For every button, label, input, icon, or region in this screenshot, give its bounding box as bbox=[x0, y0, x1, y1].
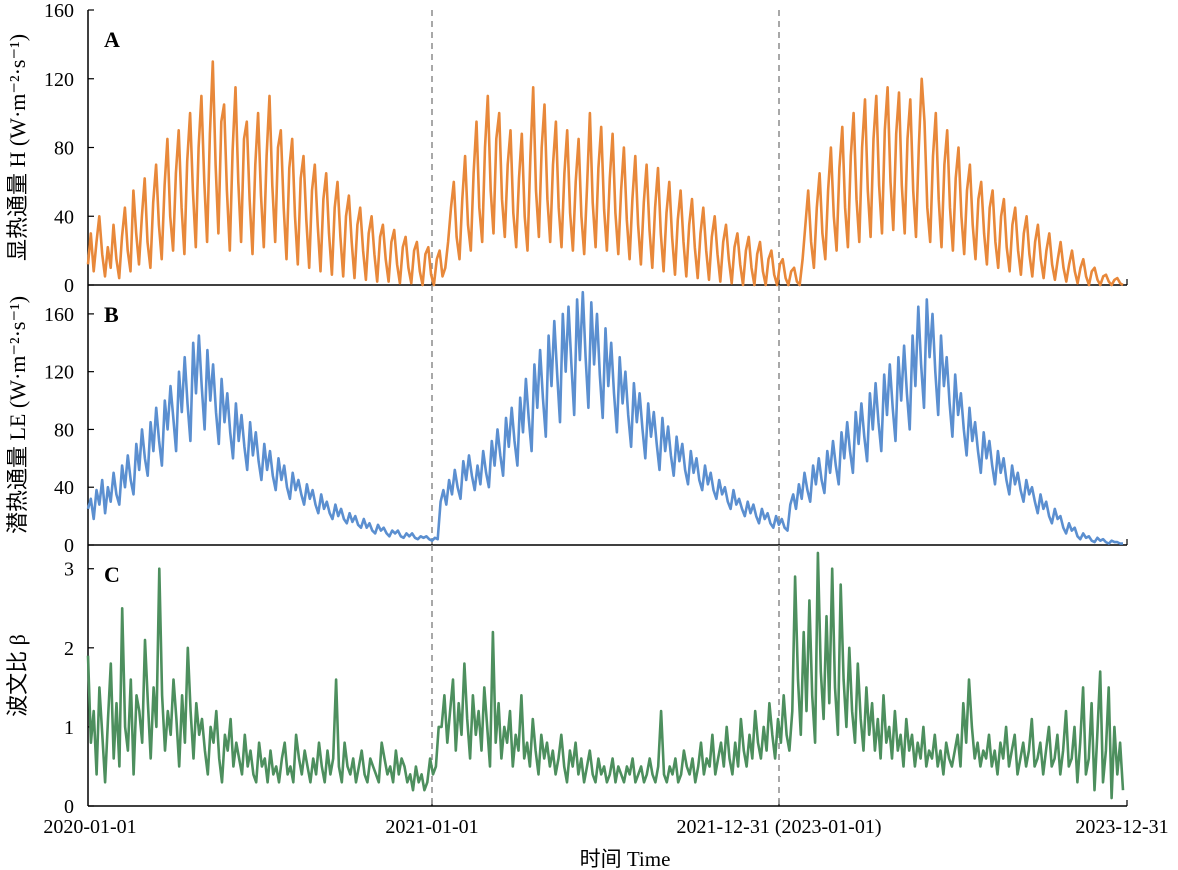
panel-b: 0 40 80 120 160 B 潜热通量 LE (W·m⁻²·s⁻¹) bbox=[5, 285, 1128, 557]
panel-a: 0 40 80 120 160 A 显热通量 H (W·m⁻²·s⁻¹) bbox=[5, 0, 1128, 297]
y-axis-label-b: 潜热通量 LE (W·m⁻²·s⁻¹) bbox=[5, 296, 30, 534]
y-tick-label-b-0: 0 bbox=[64, 535, 74, 557]
panel-c: 0 1 2 3 C 波文比 β bbox=[5, 545, 1128, 818]
y-tick-label-c-1: 1 bbox=[64, 717, 74, 739]
y-axis-label-c: 波文比 β bbox=[5, 634, 30, 717]
series-line-b bbox=[86, 290, 1123, 545]
y-tick-label-c-0: 0 bbox=[64, 796, 74, 818]
y-tick-label-c-3: 3 bbox=[64, 559, 74, 581]
y-tick-label-c-2: 2 bbox=[64, 638, 74, 660]
y-axis-label-a: 显热通量 H (W·m⁻²·s⁻¹) bbox=[5, 34, 30, 261]
shared-x-axis: 2020-01-01 2021-01-01 2021-12-31 (2023-0… bbox=[43, 816, 1168, 870]
y-tick-label-b-4: 160 bbox=[44, 304, 74, 326]
series-line-a bbox=[86, 60, 1124, 287]
y-tick-label-a-2: 80 bbox=[54, 138, 74, 160]
y-tick-label-a-0: 0 bbox=[64, 275, 74, 297]
panel-letter-b: B bbox=[104, 302, 119, 327]
y-tick-label-b-2: 80 bbox=[54, 419, 74, 441]
y-tick-label-a-3: 120 bbox=[44, 69, 74, 91]
x-tick-label-2: 2021-12-31 (2023-01-01) bbox=[677, 816, 882, 838]
x-tick-label-1: 2021-01-01 bbox=[385, 816, 478, 838]
panel-letter-a: A bbox=[104, 27, 120, 52]
x-tick-label-0: 2020-01-01 bbox=[43, 816, 136, 838]
series-line-c bbox=[86, 551, 1125, 800]
y-tick-label-a-4: 160 bbox=[44, 0, 74, 22]
y-tick-label-a-1: 40 bbox=[54, 206, 74, 228]
x-axis-title: 时间 Time bbox=[580, 847, 671, 870]
panel-letter-c: C bbox=[104, 562, 120, 587]
y-tick-label-b-1: 40 bbox=[54, 477, 74, 499]
x-tick-label-3: 2023-12-31 bbox=[1075, 816, 1168, 838]
y-tick-label-b-3: 120 bbox=[44, 362, 74, 384]
